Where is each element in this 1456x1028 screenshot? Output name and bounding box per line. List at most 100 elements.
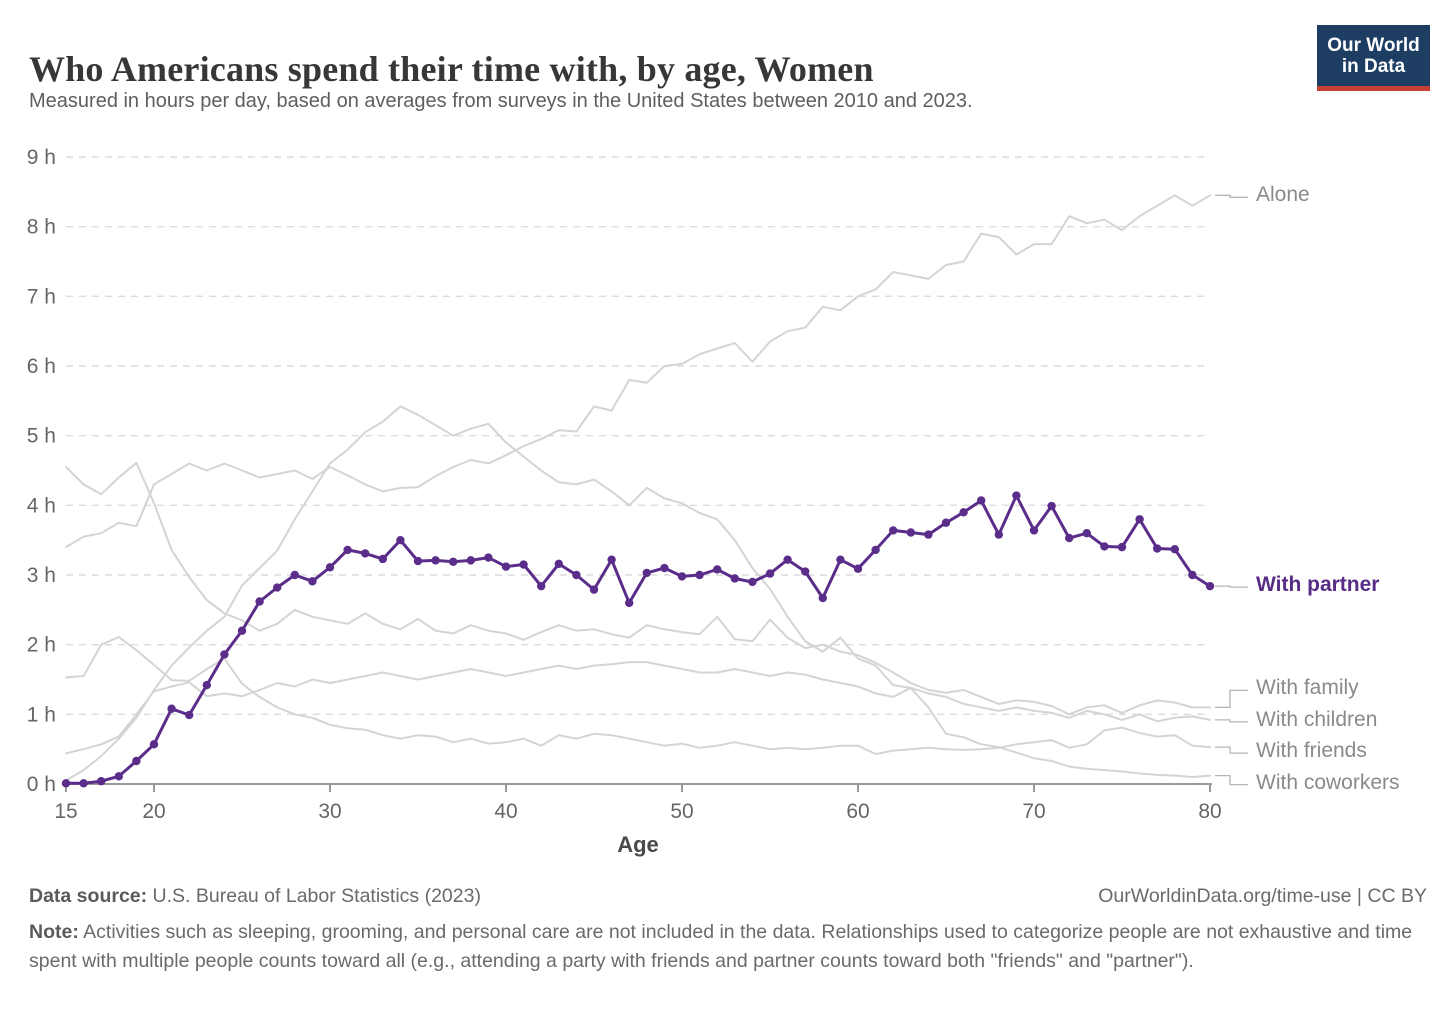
series-marker [818, 593, 827, 603]
series-marker [167, 704, 176, 713]
series-marker [871, 545, 880, 555]
series-marker [713, 565, 722, 574]
series-marker [290, 570, 299, 580]
series-marker [343, 545, 352, 555]
chart-footer: Data source: U.S. Bureau of Labor Statis… [29, 885, 1427, 976]
owid-logo-text-line1: Our World [1327, 34, 1420, 56]
series-marker [431, 556, 440, 565]
legend-connector [1215, 719, 1248, 723]
series-marker [1135, 515, 1144, 524]
legend-connector [1215, 194, 1248, 198]
x-axis-tick-label: 60 [846, 800, 869, 823]
y-axis-tick-label: 1 h [27, 703, 56, 726]
chart-subtitle: Measured in hours per day, based on aver… [29, 90, 973, 112]
series-marker [220, 650, 229, 659]
x-axis-title: Age [617, 832, 659, 857]
series-marker [273, 583, 282, 592]
data-source-label: Data source: [29, 885, 148, 907]
y-axis-tick-label: 4 h [27, 494, 56, 517]
y-axis-tick-label: 3 h [27, 564, 56, 587]
series-marker [519, 560, 528, 569]
source-row: Data source: U.S. Bureau of Labor Statis… [29, 885, 1427, 908]
legend-label-with-family[interactable]: With family [1256, 676, 1359, 700]
series-marker [977, 496, 986, 505]
series-marker [836, 555, 845, 564]
series-marker [537, 581, 546, 591]
chart-note: Note: Activities such as sleeping, groom… [29, 918, 1427, 976]
series-marker [361, 549, 370, 558]
series-marker [1012, 491, 1021, 500]
series-marker [149, 740, 159, 749]
series-line-with-family[interactable] [65, 461, 1211, 716]
series-marker [396, 535, 405, 545]
series-marker [625, 598, 634, 608]
legend-connector [1215, 774, 1248, 786]
series-marker [941, 518, 951, 527]
series-marker [660, 563, 669, 573]
legend-connector [1215, 689, 1248, 709]
y-axis-tick-label: 7 h [27, 285, 56, 308]
series-line-with-coworkers[interactable] [65, 661, 1211, 778]
y-axis-tick-label: 9 h [27, 146, 56, 169]
series-marker [97, 777, 106, 786]
series-marker [607, 555, 616, 564]
credit-link[interactable]: OurWorldinData.org/time-use | CC BY [1098, 885, 1427, 907]
series-marker [466, 556, 475, 565]
x-axis-tick-label: 20 [142, 800, 165, 823]
legend-label-alone[interactable]: Alone [1256, 183, 1310, 207]
series-marker [378, 554, 387, 564]
legend-label-with-partner[interactable]: With partner [1256, 573, 1380, 597]
series-marker [484, 553, 493, 562]
x-axis-tick-label: 50 [670, 800, 693, 823]
legend-label-with-children[interactable]: With children [1256, 707, 1378, 731]
data-source-value: U.S. Bureau of Labor Statistics (2023) [147, 885, 481, 907]
series-marker [1065, 533, 1074, 543]
series-marker [589, 585, 599, 594]
series-marker [1153, 544, 1162, 553]
x-axis-tick-label: 80 [1198, 800, 1221, 823]
series-line-with-partner[interactable] [64, 494, 1212, 785]
line-chart-canvas[interactable]: 0 h 1 h 2 h 3 h 4 h 5 h 6 h 7 h 8 h 9 h 15 20 30 40 50… [0, 0, 1456, 870]
series-marker [449, 557, 458, 566]
y-axis-tick-label: 5 h [27, 425, 56, 448]
series-marker [114, 772, 124, 781]
series-marker [959, 508, 968, 517]
legend-connector [1215, 585, 1248, 588]
note-label: Note: [29, 921, 79, 943]
series-marker [924, 530, 933, 539]
series-marker [132, 756, 141, 766]
series-marker [413, 556, 423, 566]
series-marker [994, 530, 1003, 539]
series-line-with-children[interactable] [65, 405, 1211, 782]
series-marker [1047, 501, 1056, 511]
series-marker [801, 567, 810, 576]
series-marker [783, 555, 792, 564]
x-axis-tick-label: 15 [54, 800, 77, 823]
series-marker [1117, 542, 1127, 552]
x-axis-tick-label: 30 [318, 800, 341, 823]
x-axis-tick-label: 40 [494, 800, 517, 823]
series-marker [554, 559, 563, 569]
series-line-alone[interactable] [65, 194, 1211, 549]
series-marker [501, 562, 511, 571]
series-marker [853, 564, 863, 573]
legend-label-with-friends[interactable]: With friends [1256, 739, 1367, 763]
series-line-with-friends[interactable] [65, 636, 1211, 755]
y-axis-tick-label: 2 h [27, 634, 56, 657]
series-marker [906, 528, 915, 537]
owid-logo[interactable]: Our World in Data [1317, 25, 1430, 91]
series-marker [1029, 526, 1039, 535]
series-marker [765, 569, 775, 578]
series-marker [730, 574, 739, 583]
page-title: Who Americans spend their time with, by … [29, 49, 874, 90]
series-marker [1205, 581, 1215, 591]
series-marker [61, 779, 71, 788]
data-source: Data source: U.S. Bureau of Labor Statis… [29, 885, 481, 908]
series-marker [308, 577, 317, 586]
y-axis-tick-label: 0 h [27, 773, 56, 796]
legend-label-with-coworkers[interactable]: With coworkers [1256, 770, 1400, 794]
series-marker [1188, 570, 1197, 580]
series-marker [1170, 545, 1180, 554]
series-marker [185, 710, 194, 720]
